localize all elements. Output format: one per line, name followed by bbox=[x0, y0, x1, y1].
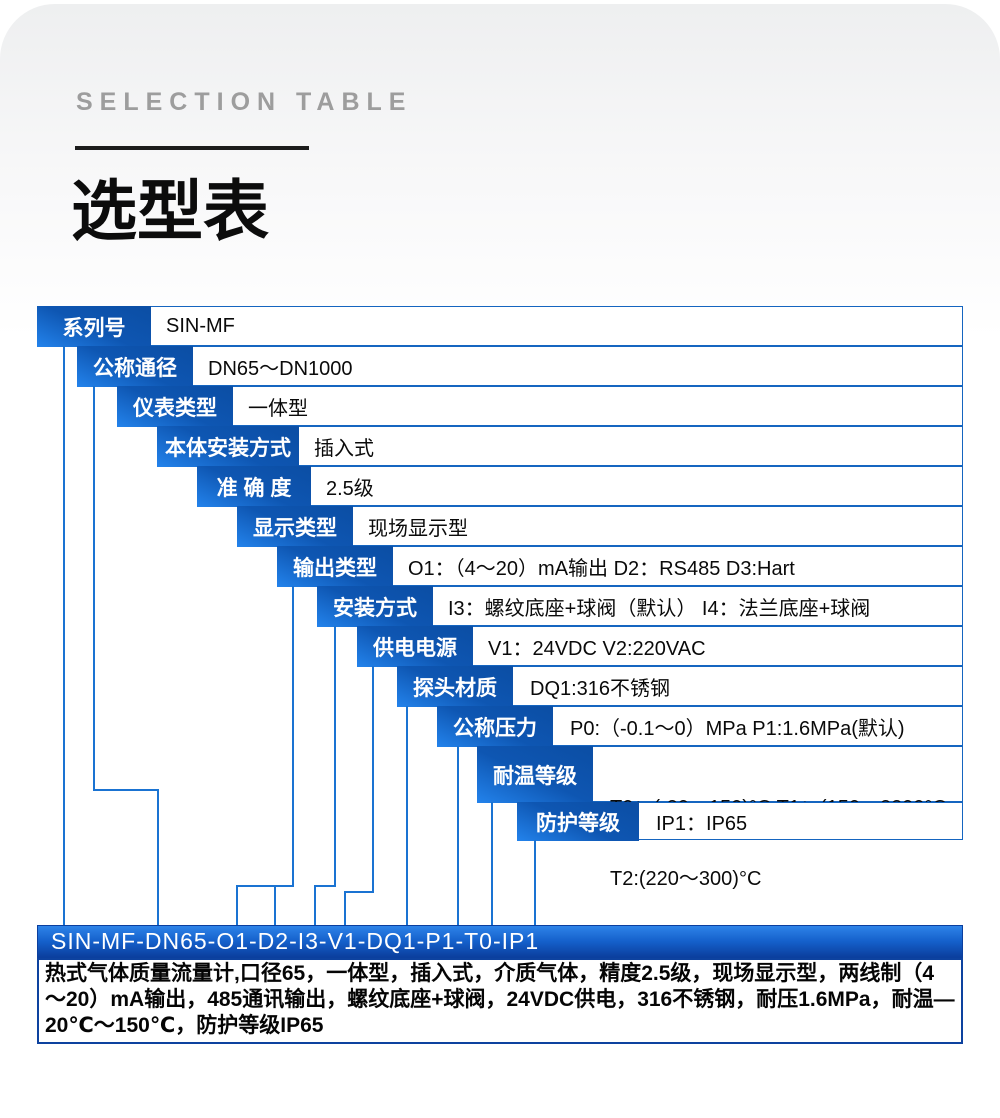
order-code-description: 热式气体质量流量计,口径65，一体型，插入式，介质气体，精度2.5级，现场显示型… bbox=[37, 958, 963, 1044]
connector-line bbox=[274, 885, 276, 925]
row-label: 系列号 bbox=[37, 306, 151, 347]
connector-line bbox=[344, 891, 374, 893]
row-protection-rating: 防护等级 IP1：IP65 bbox=[517, 802, 963, 841]
row-mounting-method: 安装方式 I3：螺纹底座+球阀（默认） I4：法兰底座+球阀 bbox=[317, 586, 963, 627]
title-underline bbox=[75, 146, 309, 150]
row-display-type: 显示类型 现场显示型 bbox=[237, 506, 963, 547]
row-label: 安装方式 bbox=[317, 586, 433, 627]
row-value-line2: T2:(220～300)°C bbox=[610, 868, 762, 890]
row-nominal-diameter: 公称通径 DN65～DN1000 bbox=[77, 346, 963, 387]
row-label: 显示类型 bbox=[237, 506, 353, 547]
row-probe-material: 探头材质 DQ1:316不锈钢 bbox=[397, 666, 963, 707]
connector-line bbox=[236, 885, 238, 925]
row-output-type: 输出类型 O1：（4～20）mA输出 D2：RS485 D3:Hart bbox=[277, 546, 963, 587]
row-label: 输出类型 bbox=[277, 546, 393, 587]
row-value: 插入式 bbox=[314, 437, 374, 460]
row-power-supply: 供电电源 V1：24VDC V2:220VAC bbox=[357, 626, 963, 667]
row-body-mounting: 本体安装方式 插入式 bbox=[157, 426, 963, 467]
row-value: V1：24VDC V2:220VAC bbox=[488, 637, 706, 660]
row-label: 公称压力 bbox=[437, 706, 553, 747]
row-label: 本体安装方式 bbox=[157, 426, 299, 467]
connector-line bbox=[491, 802, 493, 925]
row-temperature-rating: 耐温等级 T0：(-20～150)°C T1：(150～2200°C T2:(2… bbox=[477, 746, 963, 890]
connector-line bbox=[314, 885, 336, 887]
row-value: 一体型 bbox=[248, 397, 308, 420]
row-series-number: 系列号 SIN-MF bbox=[37, 306, 963, 347]
row-value: I3：螺纹底座+球阀（默认） I4：法兰底座+球阀 bbox=[448, 597, 871, 620]
connector-line bbox=[93, 789, 159, 791]
connector-line bbox=[406, 706, 408, 925]
row-value: O1：（4～20）mA输出 D2：RS485 D3:Hart bbox=[408, 557, 795, 580]
connector-line bbox=[314, 885, 316, 925]
order-code-bar: SIN-MF-DN65-O1-D2-I3-V1-DQ1-P1-T0-IP1 bbox=[37, 925, 963, 958]
connector-line bbox=[457, 746, 459, 925]
connector-line bbox=[157, 789, 159, 925]
connector-line bbox=[93, 386, 95, 791]
page-title: 选型表 bbox=[71, 174, 269, 248]
row-label: 供电电源 bbox=[357, 626, 473, 667]
row-label: 探头材质 bbox=[397, 666, 513, 707]
section-eyebrow: SELECTION TABLE bbox=[76, 88, 413, 116]
row-accuracy: 准 确 度 2.5级 bbox=[197, 466, 963, 507]
row-value: DN65～DN1000 bbox=[208, 357, 353, 380]
row-label: 公称通径 bbox=[77, 346, 193, 387]
row-value: 2.5级 bbox=[326, 477, 374, 500]
connector-line bbox=[344, 891, 346, 925]
row-label: 仪表类型 bbox=[117, 386, 233, 427]
row-value: DQ1:316不锈钢 bbox=[530, 677, 671, 700]
row-value: SIN-MF bbox=[166, 314, 235, 337]
connector-line bbox=[236, 885, 294, 887]
connector-line bbox=[534, 840, 536, 925]
row-value: T0：(-20～150)°C T1：(150～2200°C T2:(220～30… bbox=[610, 747, 947, 890]
connector-line bbox=[334, 626, 336, 887]
connector-line bbox=[292, 586, 294, 887]
row-value: P0:（-0.1～0）MPa P1:1.6MPa(默认) bbox=[570, 717, 905, 740]
connector-line bbox=[372, 666, 374, 893]
row-instrument-type: 仪表类型 一体型 bbox=[117, 386, 963, 427]
row-value: 现场显示型 bbox=[368, 517, 468, 540]
row-value: IP1：IP65 bbox=[656, 812, 748, 835]
row-label: 耐温等级 bbox=[477, 746, 593, 803]
row-label: 准 确 度 bbox=[197, 466, 311, 507]
row-label: 防护等级 bbox=[517, 802, 639, 841]
connector-line bbox=[63, 346, 65, 925]
row-nominal-pressure: 公称压力 P0:（-0.1～0）MPa P1:1.6MPa(默认) bbox=[437, 706, 963, 747]
